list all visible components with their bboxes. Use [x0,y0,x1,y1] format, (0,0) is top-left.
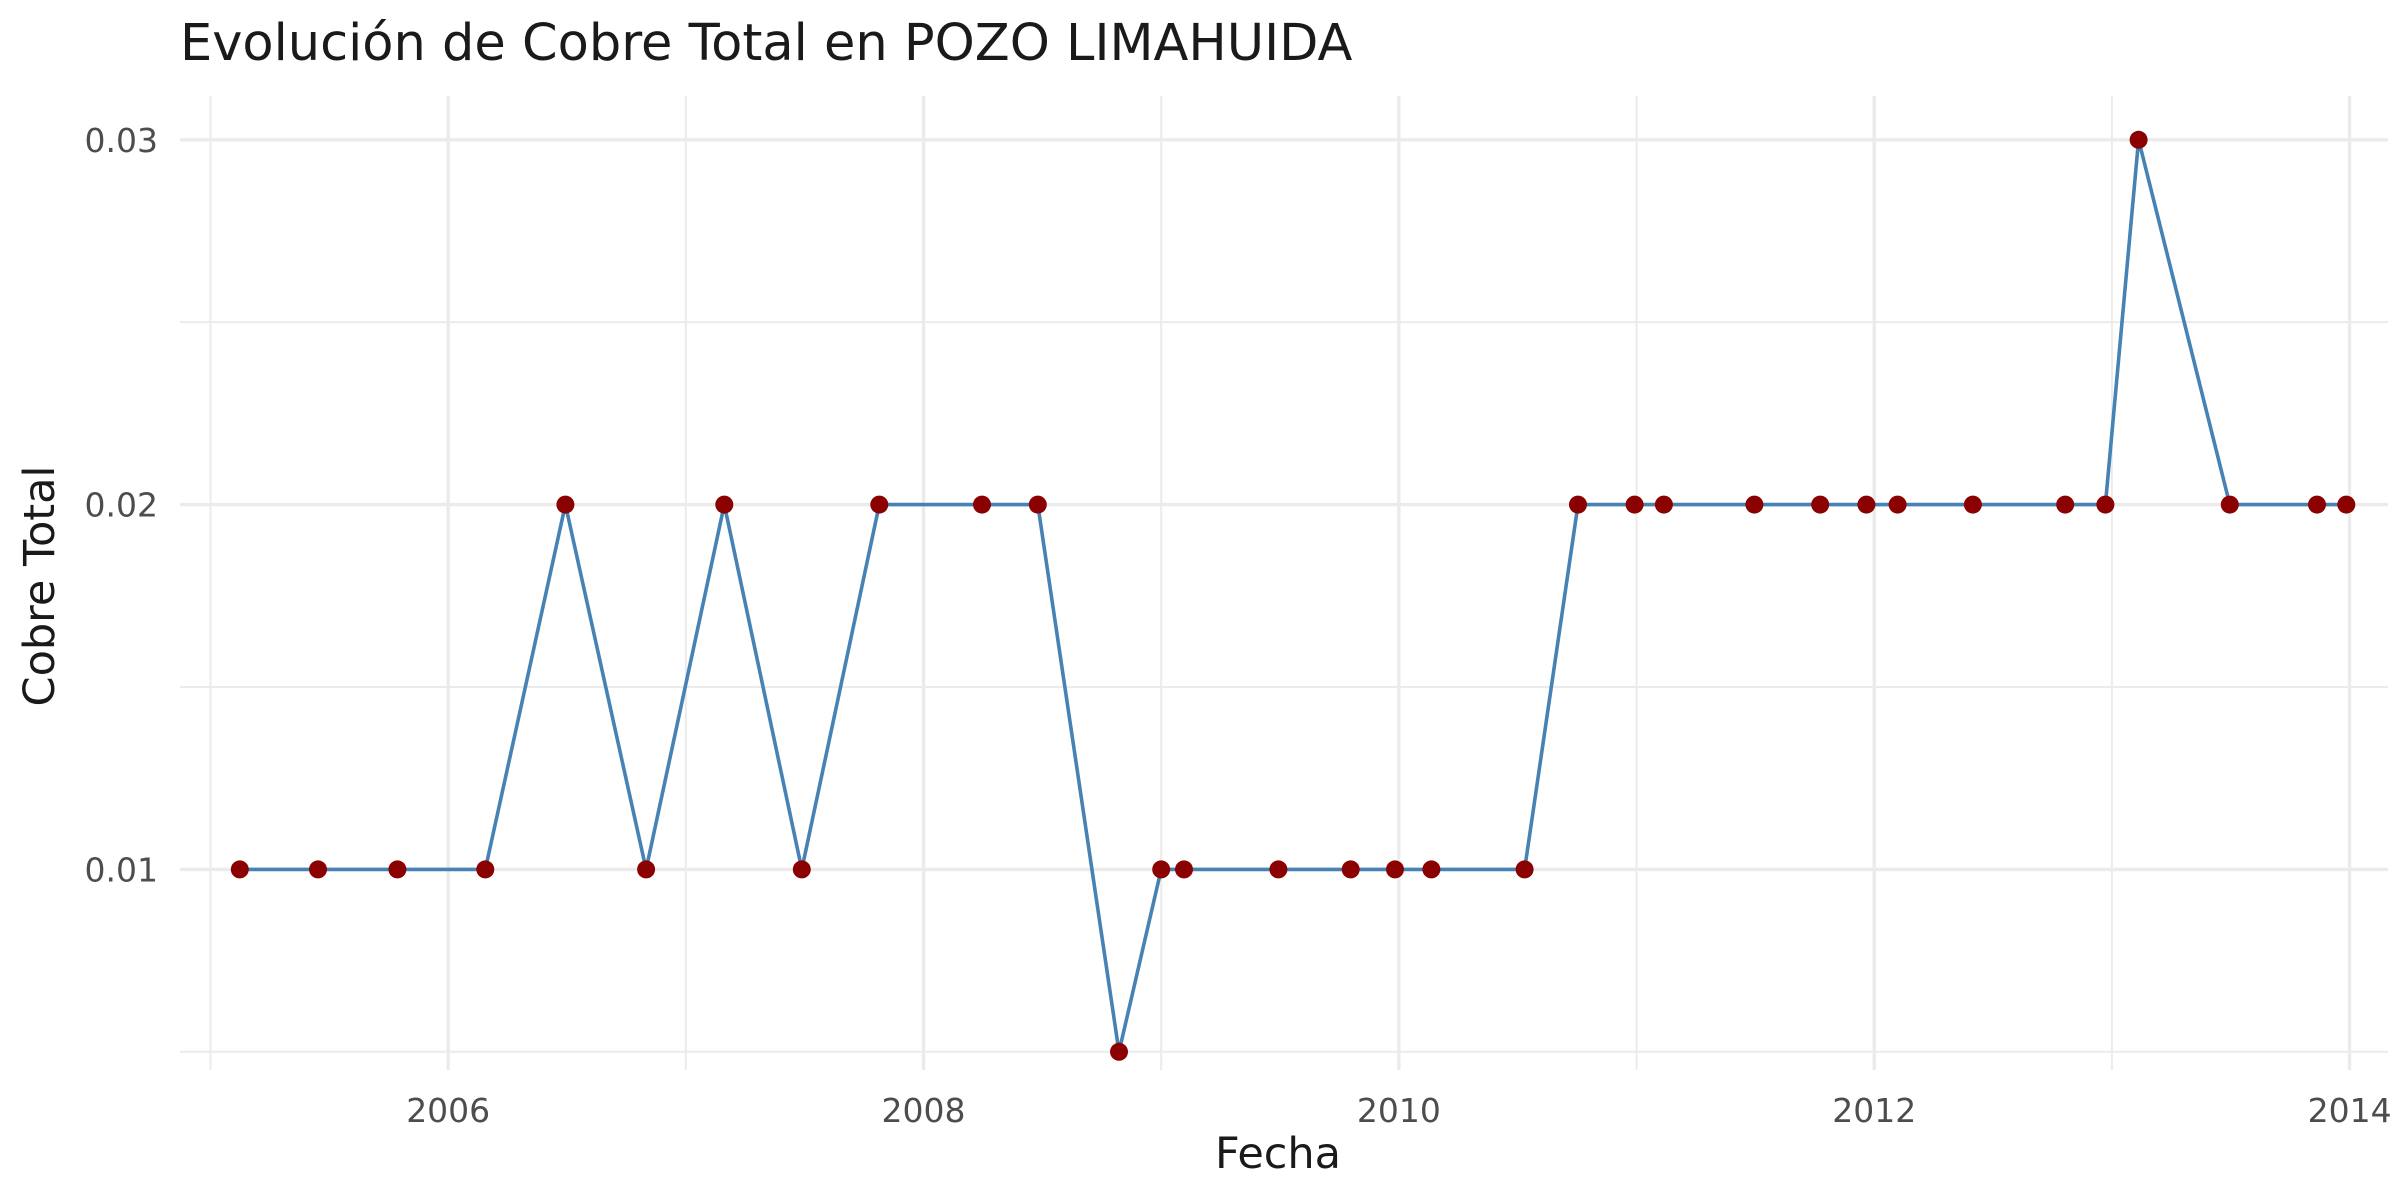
grid [180,96,2388,1070]
chart-title: Evolución de Cobre Total en POZO LIMAHUI… [180,14,1352,73]
data-point [2220,495,2239,514]
data-point [1857,495,1876,514]
data-point [230,860,249,879]
data-point [1625,495,1644,514]
data-point [1654,495,1673,514]
y-axis-title: Cobre Total [15,466,65,707]
data-point [2096,495,2115,514]
x-tick-label: 2014 [2308,1091,2392,1130]
data-point [973,495,991,514]
y-tick-label: 0.01 [85,850,158,889]
data-point [792,860,811,879]
x-tick-label: 2006 [406,1091,490,1130]
data-point [1745,495,1764,514]
data-point [388,860,407,879]
y-tick-label: 0.02 [85,486,158,525]
series-line [239,138,2347,1054]
data-point [1963,495,1982,514]
x-axis-title: Fecha [1215,1129,1341,1179]
data-point [1028,495,1047,514]
data-point [556,495,575,514]
data-point [2337,495,2356,514]
data-point [2308,495,2326,514]
data-point [1269,860,1288,879]
data-point [1515,860,1534,879]
data-point [1422,860,1441,879]
axes-labels: 2006 2008 2010 2012 2014 0.01 0.02 0.03 [85,121,2392,1130]
x-tick-label: 2010 [1357,1091,1441,1130]
data-point [476,860,495,879]
data-point [1152,860,1171,879]
data-point [1175,860,1193,879]
data-point [870,495,889,514]
data-point [715,495,734,514]
data-point [1386,860,1404,879]
data-point [2129,130,2148,149]
data-point [637,860,656,879]
y-tick-label: 0.03 [85,121,158,160]
x-tick-label: 2012 [1832,1091,1916,1130]
data-point [1569,495,1587,514]
x-tick-label: 2008 [882,1091,966,1130]
data-point [2056,495,2075,514]
series-layer [230,130,2356,1061]
data-point [1888,495,1907,514]
data-point [1341,860,1360,879]
data-point [1110,1042,1128,1061]
data-point [309,860,327,879]
data-point [1811,495,1830,514]
